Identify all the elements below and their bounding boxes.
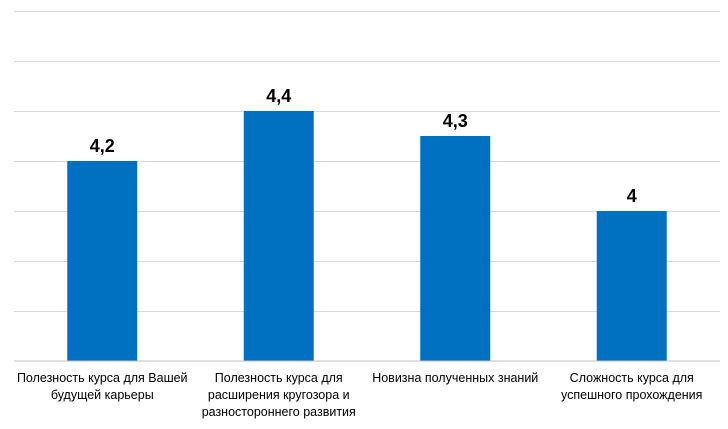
bar [243, 111, 314, 361]
category-label: Сложность курса для успешного прохождени… [561, 371, 703, 402]
category-label: Полезность курса для Вашей будущей карье… [16, 371, 188, 402]
data-label: 4,2 [90, 136, 115, 156]
category-label: Полезность курса для расширения кругозор… [201, 371, 356, 419]
bar [420, 136, 491, 361]
data-labels: 4,2 4,4 4,3 4 [90, 86, 637, 206]
bar [596, 211, 667, 361]
data-label: 4,3 [443, 111, 468, 131]
category-label: Новизна полученных знаний [372, 371, 539, 385]
bars [67, 111, 667, 361]
data-label: 4,4 [266, 86, 291, 106]
data-label: 4 [627, 186, 637, 206]
bar [67, 161, 138, 361]
